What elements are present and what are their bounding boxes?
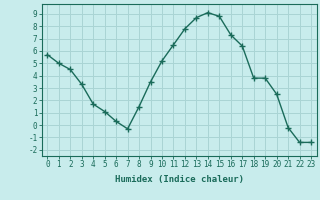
X-axis label: Humidex (Indice chaleur): Humidex (Indice chaleur) (115, 175, 244, 184)
